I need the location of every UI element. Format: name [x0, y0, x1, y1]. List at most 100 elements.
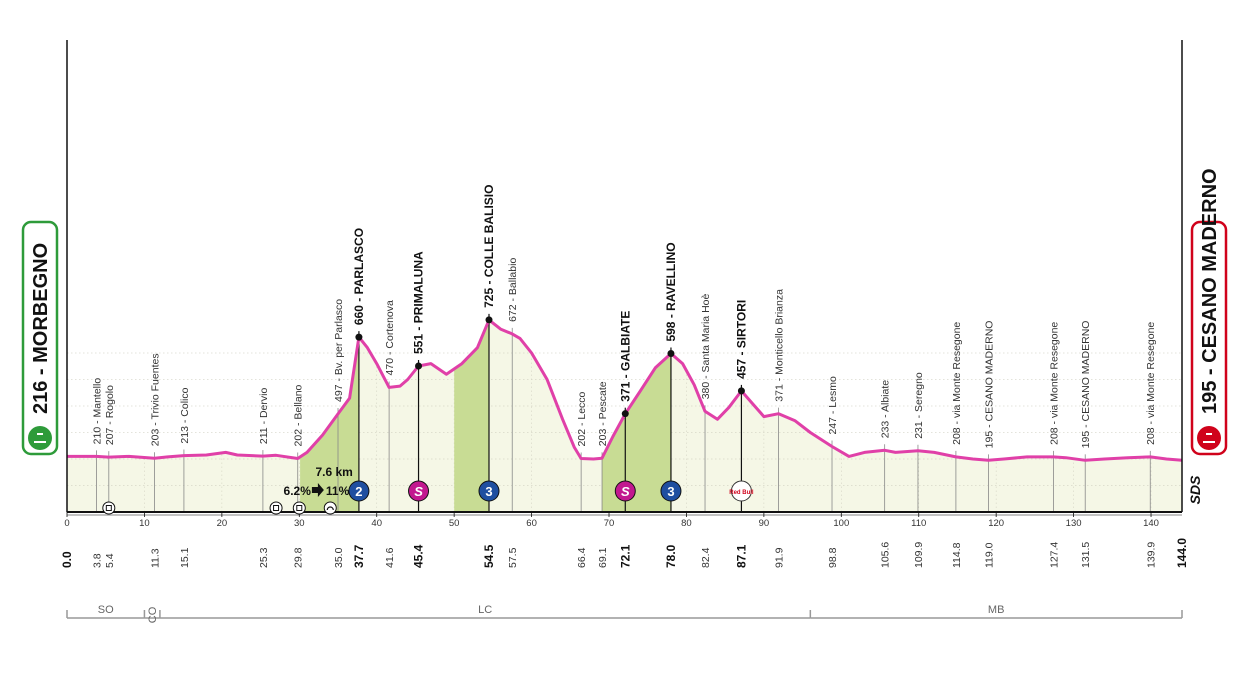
- underpass-icon-arch: [326, 506, 334, 511]
- distance-tick-label: 0: [64, 518, 69, 529]
- point-label: 210 - Mantello: [91, 378, 103, 445]
- redbull-icon-text: Red Bull: [729, 490, 754, 496]
- point-label: 660 - PARLASCO: [352, 228, 366, 325]
- point-label: 195 - CESANO MADERNO: [983, 321, 995, 449]
- point-label: 208 - via Monte Resegone: [951, 322, 963, 445]
- point-label: 551 - PRIMALUNA: [412, 251, 426, 354]
- start-flag-icon: [28, 426, 52, 450]
- climb-area: [454, 319, 489, 512]
- gradient-arrow-icon: [311, 483, 324, 497]
- point-label: 371 - GALBIATE: [618, 311, 632, 402]
- underpass-icon: [323, 501, 337, 515]
- start-flag-icon-glyph: [34, 433, 46, 443]
- km-label: 37.7: [352, 544, 366, 568]
- km-label: 91.9: [774, 547, 786, 568]
- point-label: 202 - Bellano: [293, 384, 305, 446]
- profile-line-layer: [67, 316, 1183, 462]
- point-labels-layer: 210 - Mantello 207 - Rogolo 203 - Trivio F…: [60, 185, 1189, 568]
- province-code: SO: [98, 604, 114, 616]
- point-label: 497 - Bv. per Parlasco: [333, 299, 345, 402]
- point-label: 202 - Lecco: [576, 391, 588, 446]
- summit-dot: [737, 387, 745, 395]
- province-code: CO: [147, 606, 159, 623]
- point-label: 672 - Ballabio: [507, 258, 519, 322]
- tunnel-icon-inner: [273, 505, 280, 511]
- km-label: 25.3: [258, 547, 270, 568]
- km-label: 105.6: [880, 542, 892, 568]
- distance-tick-label: 110: [911, 518, 926, 529]
- finish-box: [1190, 220, 1228, 456]
- km-label: 72.1: [618, 544, 632, 568]
- km-label: 127.4: [1048, 542, 1060, 568]
- km-label: 114.8: [951, 542, 963, 568]
- point-label: 203 - Pescate: [597, 381, 609, 446]
- summit-dot: [415, 362, 423, 370]
- distance-tick-label: 140: [1143, 518, 1159, 529]
- finish-flag-icon-glyph: [1203, 433, 1215, 443]
- marker-text: 3: [667, 484, 674, 499]
- finish-flag-icon: [1197, 426, 1221, 450]
- distance-tick-label: 60: [526, 518, 537, 529]
- distance-tick-label: 100: [833, 518, 849, 529]
- finish-label: 195 - CESANO MADERNO: [1199, 168, 1221, 414]
- point-label: 208 - via Monte Resegone: [1145, 322, 1157, 445]
- point-label: 231 - Seregno: [913, 372, 925, 439]
- km-label: 66.4: [576, 547, 588, 568]
- point-label: 470 - Cortenova: [384, 300, 396, 375]
- tunnel-icon: [102, 501, 116, 515]
- point-label: 233 - Albiate: [880, 380, 892, 439]
- province-code: MB: [988, 604, 1005, 616]
- marker-text: 3: [485, 484, 492, 499]
- axes-layer: 0 10 20 30 40 50 60 70 80 90 100 110 120 130 140: [64, 40, 1183, 529]
- point-label: 213 - Colico: [179, 387, 191, 443]
- summit-dot: [667, 350, 675, 358]
- point-label: 208 - via Monte Resegone: [1048, 322, 1060, 445]
- tunnel-icon: [269, 501, 283, 515]
- distance-tick-label: 70: [604, 518, 615, 529]
- distance-tick-label: 120: [988, 518, 1004, 529]
- km-label: 29.8: [293, 547, 305, 568]
- km-label: 57.5: [507, 547, 519, 568]
- km-label: 3.8: [91, 553, 103, 568]
- km-label: 139.9: [1145, 542, 1157, 568]
- km-label: 35.0: [333, 547, 345, 568]
- climb-length: 7.6 km: [315, 465, 352, 479]
- point-label: 380 - Santa Maria Hoè: [700, 293, 712, 399]
- km-label: 41.6: [384, 547, 396, 568]
- climb-avg-gradient: 6.2%: [284, 484, 312, 498]
- distance-tick-label: 10: [139, 518, 150, 529]
- point-label: 207 - Rogolo: [104, 385, 116, 445]
- point-label: 725 - COLLE BALISIO: [482, 185, 496, 308]
- km-label: 69.1: [597, 547, 609, 568]
- distance-tick-label: 80: [681, 518, 692, 529]
- point-label: 195 - CESANO MADERNO: [1080, 321, 1092, 449]
- tunnel-icon-inner: [105, 505, 112, 511]
- km-label: 15.1: [179, 547, 191, 568]
- km-label: 78.0: [664, 544, 678, 568]
- distance-tick-label: 30: [294, 518, 305, 529]
- tunnel-icon: [292, 501, 306, 515]
- point-label: 371 - Monticello Brianza: [774, 289, 786, 402]
- province-code: LC: [478, 604, 492, 616]
- summit-dot: [621, 410, 629, 418]
- distance-tick-label: 130: [1066, 518, 1082, 529]
- km-label: 11.3: [149, 548, 161, 568]
- start-label: 216 - MORBEGNO: [30, 243, 52, 414]
- tunnel-icon-inner: [296, 505, 303, 511]
- point-label: 203 - Trivio Fuentes: [149, 353, 161, 446]
- markers-layer: 2 S 3 S 3 Red Bull 7.6 km6.2% 11% SDS: [102, 465, 1203, 515]
- climb-area: [602, 353, 671, 512]
- point-label: 211 - Dervio: [258, 388, 270, 445]
- km-label: 0.0: [60, 551, 74, 568]
- gpm-category-icon: [348, 480, 370, 502]
- km-label: 82.4: [700, 547, 712, 568]
- km-label: 5.4: [104, 553, 116, 568]
- climb-shading-layer: [300, 319, 671, 512]
- km-label: 131.5: [1080, 542, 1092, 568]
- sprint-icon: [408, 480, 430, 502]
- profile-line: [67, 318, 1183, 462]
- gpm-category-icon: [478, 480, 500, 502]
- distance-tick-label: 90: [759, 518, 770, 529]
- km-label: 144.0: [1175, 538, 1189, 568]
- climb-area: [300, 337, 359, 512]
